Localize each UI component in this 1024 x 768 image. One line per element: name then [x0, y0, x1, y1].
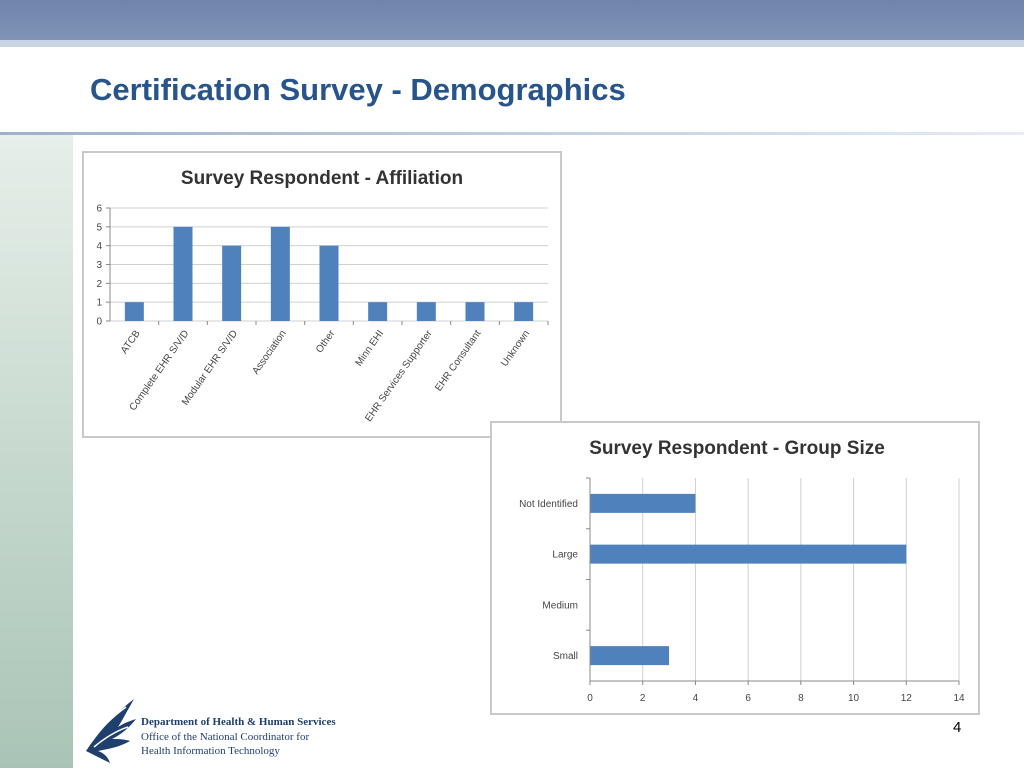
logo-department-text: Department of Health & Human Services	[141, 716, 336, 728]
x-category-label: ATCB	[119, 328, 143, 356]
eagle-icon	[86, 699, 136, 763]
bar	[590, 646, 670, 666]
y-tick-label: 4	[96, 241, 102, 252]
title-underline	[0, 132, 1024, 135]
x-tick-label: 8	[798, 693, 804, 704]
chart-title: Survey Respondent - Group Size	[589, 438, 885, 459]
x-tick-label: 2	[640, 693, 646, 704]
y-category-label: Large	[552, 550, 578, 561]
x-category-label: Unknown	[499, 328, 532, 368]
x-category-label: EHR Consultant	[433, 328, 483, 393]
x-category-label: Association	[250, 328, 288, 376]
bar	[590, 544, 907, 564]
x-tick-label: 10	[848, 693, 860, 704]
page-number: 4	[953, 719, 962, 736]
x-tick-label: 12	[901, 693, 913, 704]
slide-title: Certification Survey - Demographics	[90, 72, 626, 107]
left-decorative-bar	[0, 135, 73, 768]
bar	[514, 302, 534, 321]
y-category-label: Not Identified	[519, 499, 578, 510]
x-tick-label: 0	[587, 693, 593, 704]
bar	[270, 226, 290, 321]
x-tick-label: 14	[953, 693, 965, 704]
x-category-label: Modular EHR S/V/D	[180, 328, 240, 407]
logo-office-text: Office of the National Coordinator for	[141, 731, 310, 743]
hhs-logo	[78, 693, 342, 768]
y-tick-label: 1	[96, 298, 102, 309]
y-tick-label: 5	[96, 222, 102, 233]
bar	[465, 302, 485, 321]
x-category-label: Other	[314, 328, 338, 355]
y-tick-label: 2	[96, 279, 102, 290]
x-category-label: Minn EHI	[354, 328, 387, 368]
y-category-label: Medium	[542, 600, 578, 611]
affiliation-chart: Survey Respondent - Affiliation 0 1 2 3 4 5 6 AT…	[82, 151, 562, 438]
y-tick-label: 6	[96, 204, 102, 215]
bar	[368, 302, 388, 321]
header-band-stripe	[0, 40, 1024, 47]
y-tick-label: 3	[96, 260, 102, 271]
bar	[124, 302, 144, 321]
group-size-chart-svg: Survey Respondent - Group Size 0 2 4 6 8 10 12 1…	[519, 438, 965, 704]
y-category-label: Small	[553, 651, 578, 662]
bar	[590, 493, 696, 513]
x-tick-label: 4	[693, 693, 699, 704]
bar	[222, 245, 242, 321]
group-size-chart: Survey Respondent - Group Size 0 2 4 6 8 10 12 1…	[490, 421, 980, 715]
bar	[319, 245, 339, 321]
header-band	[0, 0, 1024, 40]
logo-hit-text: Health Information Technology	[141, 745, 280, 757]
bar	[173, 226, 193, 321]
bar	[416, 302, 436, 321]
chart-title: Survey Respondent - Affiliation	[181, 168, 463, 189]
x-tick-label: 6	[745, 693, 751, 704]
affiliation-chart-svg: Survey Respondent - Affiliation 0 1 2 3 4 5 6 AT…	[96, 168, 549, 424]
y-tick-label: 0	[96, 317, 102, 328]
